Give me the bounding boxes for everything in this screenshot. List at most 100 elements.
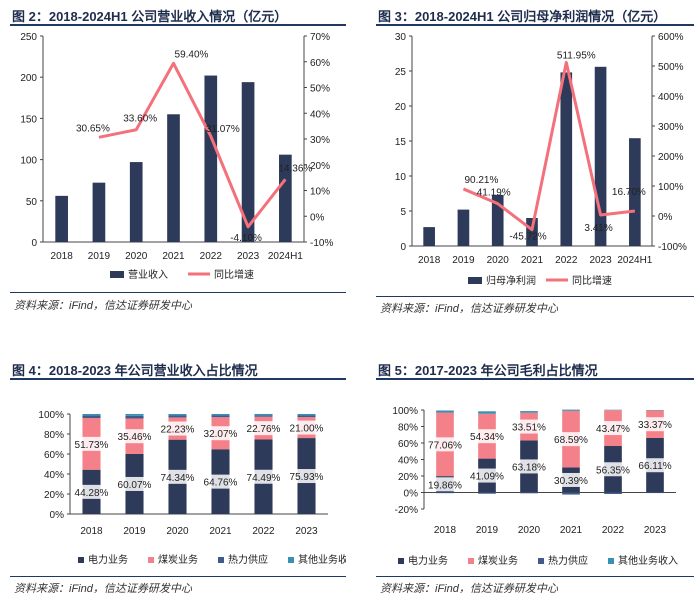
bar — [526, 218, 538, 246]
title-rule — [376, 24, 694, 26]
y-tick-label: 0 — [400, 242, 406, 253]
stack-segment — [82, 413, 101, 416]
stack-segment — [254, 413, 273, 416]
legend-label: 其他业务收入 — [618, 554, 678, 567]
data-label-bg — [243, 421, 284, 436]
data-label-bg — [425, 477, 465, 492]
y-tick-label: 20 — [395, 102, 407, 113]
data-label: 33.60% — [123, 114, 157, 125]
bar — [629, 138, 641, 246]
title-rule — [10, 24, 346, 26]
stack-segment — [520, 411, 538, 413]
bar — [491, 194, 504, 246]
chart-title: 图 3：2018-2024H1 公司归母净利润情况（亿元） — [378, 9, 667, 24]
legend-label: 同比增速 — [572, 274, 612, 287]
data-label-bg — [551, 472, 591, 487]
source-note: 资料来源：iFind，信达证券研发中心 — [380, 303, 558, 315]
stack-segment — [478, 492, 496, 494]
data-label: 66.11% — [638, 461, 671, 472]
data-label: 30.39% — [554, 476, 588, 487]
data-label: 16.70% — [612, 187, 646, 198]
legend-swatch — [538, 558, 544, 564]
legend-label: 热力供应 — [548, 554, 588, 567]
data-label-bg — [157, 469, 198, 484]
y-tick-label: 15 — [395, 137, 407, 148]
x-tick-label: 2024H1 — [617, 255, 652, 266]
data-label: 33.51% — [512, 423, 546, 434]
x-tick-label: 2019 — [452, 255, 475, 266]
y-tick-label: 100 — [20, 156, 37, 167]
data-label: 35.46% — [118, 432, 152, 443]
x-tick-label: 2022 — [252, 526, 275, 537]
data-label: 90.21% — [464, 175, 498, 186]
legend-label: 热力供应 — [228, 553, 268, 566]
y-tick-label: 100% — [38, 410, 64, 421]
growth-line — [98, 61, 287, 229]
stack-segment — [562, 409, 580, 411]
y2-tick-label: 400% — [658, 92, 684, 103]
data-label: 74.49% — [247, 473, 281, 484]
stack-segment — [125, 415, 144, 419]
revenue-mix-chart: 0% 20% 40% 60% 80% 100% 44.28% 51.73% 2018 60.07%… — [38, 410, 346, 566]
gross-profit-mix-chart: -20% 0% 20% 40% 60% 80% 100% 19.86% 77.06% 2018 41… — [392, 406, 678, 567]
legend-swatch — [608, 558, 614, 564]
y2-tick-label: 300% — [658, 122, 684, 133]
stack-segment — [562, 492, 580, 495]
data-label: 74.34% — [161, 473, 195, 484]
bar — [594, 66, 607, 246]
data-label-bg — [593, 421, 633, 436]
stack-segment — [211, 415, 230, 418]
y-tick-label: 50 — [26, 197, 38, 208]
x-tick-label: 2022 — [555, 255, 578, 266]
data-label: 68.59% — [554, 435, 588, 446]
data-label: 60.07% — [118, 480, 152, 491]
y-tick-label: 150 — [20, 114, 37, 125]
y-tick-label: -20% — [395, 505, 418, 516]
y2-tick-label: 10% — [310, 187, 330, 198]
data-label: 44.28% — [75, 488, 109, 499]
chart-title: 图 2：2018-2024H1 公司营业收入情况（亿元） — [12, 9, 288, 24]
bar — [129, 162, 143, 242]
bar — [423, 227, 435, 246]
x-tick-label: 2020 — [518, 525, 541, 536]
data-label-bg — [200, 474, 241, 489]
data-label: 22.23% — [161, 425, 195, 436]
data-label-bg — [593, 462, 633, 477]
y2-tick-label: 20% — [310, 161, 330, 172]
x-tick-label: 2018 — [51, 251, 74, 262]
x-tick-label: 2020 — [487, 255, 510, 266]
data-label-bg — [286, 420, 327, 435]
legend-label: 煤炭业务 — [158, 553, 198, 566]
data-label-bg — [635, 417, 675, 432]
y-tick-label: 100% — [392, 406, 418, 417]
x-tick-label: 2019 — [476, 525, 499, 536]
stack-segment — [478, 411, 496, 414]
data-label: 33.37% — [638, 420, 672, 431]
data-label: 21.00% — [290, 424, 324, 435]
data-label: 51.73% — [75, 440, 109, 451]
y-tick-label: 20% — [398, 472, 418, 483]
y2-tick-label: 0% — [658, 212, 673, 223]
y2-tick-label: 200% — [658, 152, 684, 163]
data-label-bg — [243, 469, 284, 484]
data-label: 19.86% — [428, 480, 462, 491]
data-label: 41.09% — [470, 472, 504, 483]
y2-tick-label: 0% — [310, 212, 325, 223]
legend-swatch — [78, 557, 84, 563]
y-tick-label: 60% — [398, 439, 418, 450]
x-tick-label: 2018 — [434, 525, 457, 536]
net-profit-chart: 0 5 10 15 20 25 30 -100% 0% 100% 200% 300% 400% 500% 6… — [395, 32, 687, 287]
data-label-bg — [425, 437, 465, 452]
x-tick-label: 2019 — [88, 251, 111, 262]
y-tick-label: 10 — [395, 172, 407, 183]
stack-segment — [520, 492, 538, 494]
y-tick-label: 40% — [398, 456, 418, 467]
chart-title: 图 5：2017-2023 年公司毛利占比情况 — [378, 363, 598, 378]
legend-swatch — [218, 557, 224, 563]
x-tick-label: 2020 — [125, 251, 148, 262]
y2-tick-label: 100% — [658, 182, 684, 193]
data-label: -45.72% — [509, 232, 546, 243]
y-tick-label: 200 — [20, 73, 37, 84]
y-tick-label: 40% — [44, 470, 64, 481]
data-label-bg — [71, 484, 112, 499]
